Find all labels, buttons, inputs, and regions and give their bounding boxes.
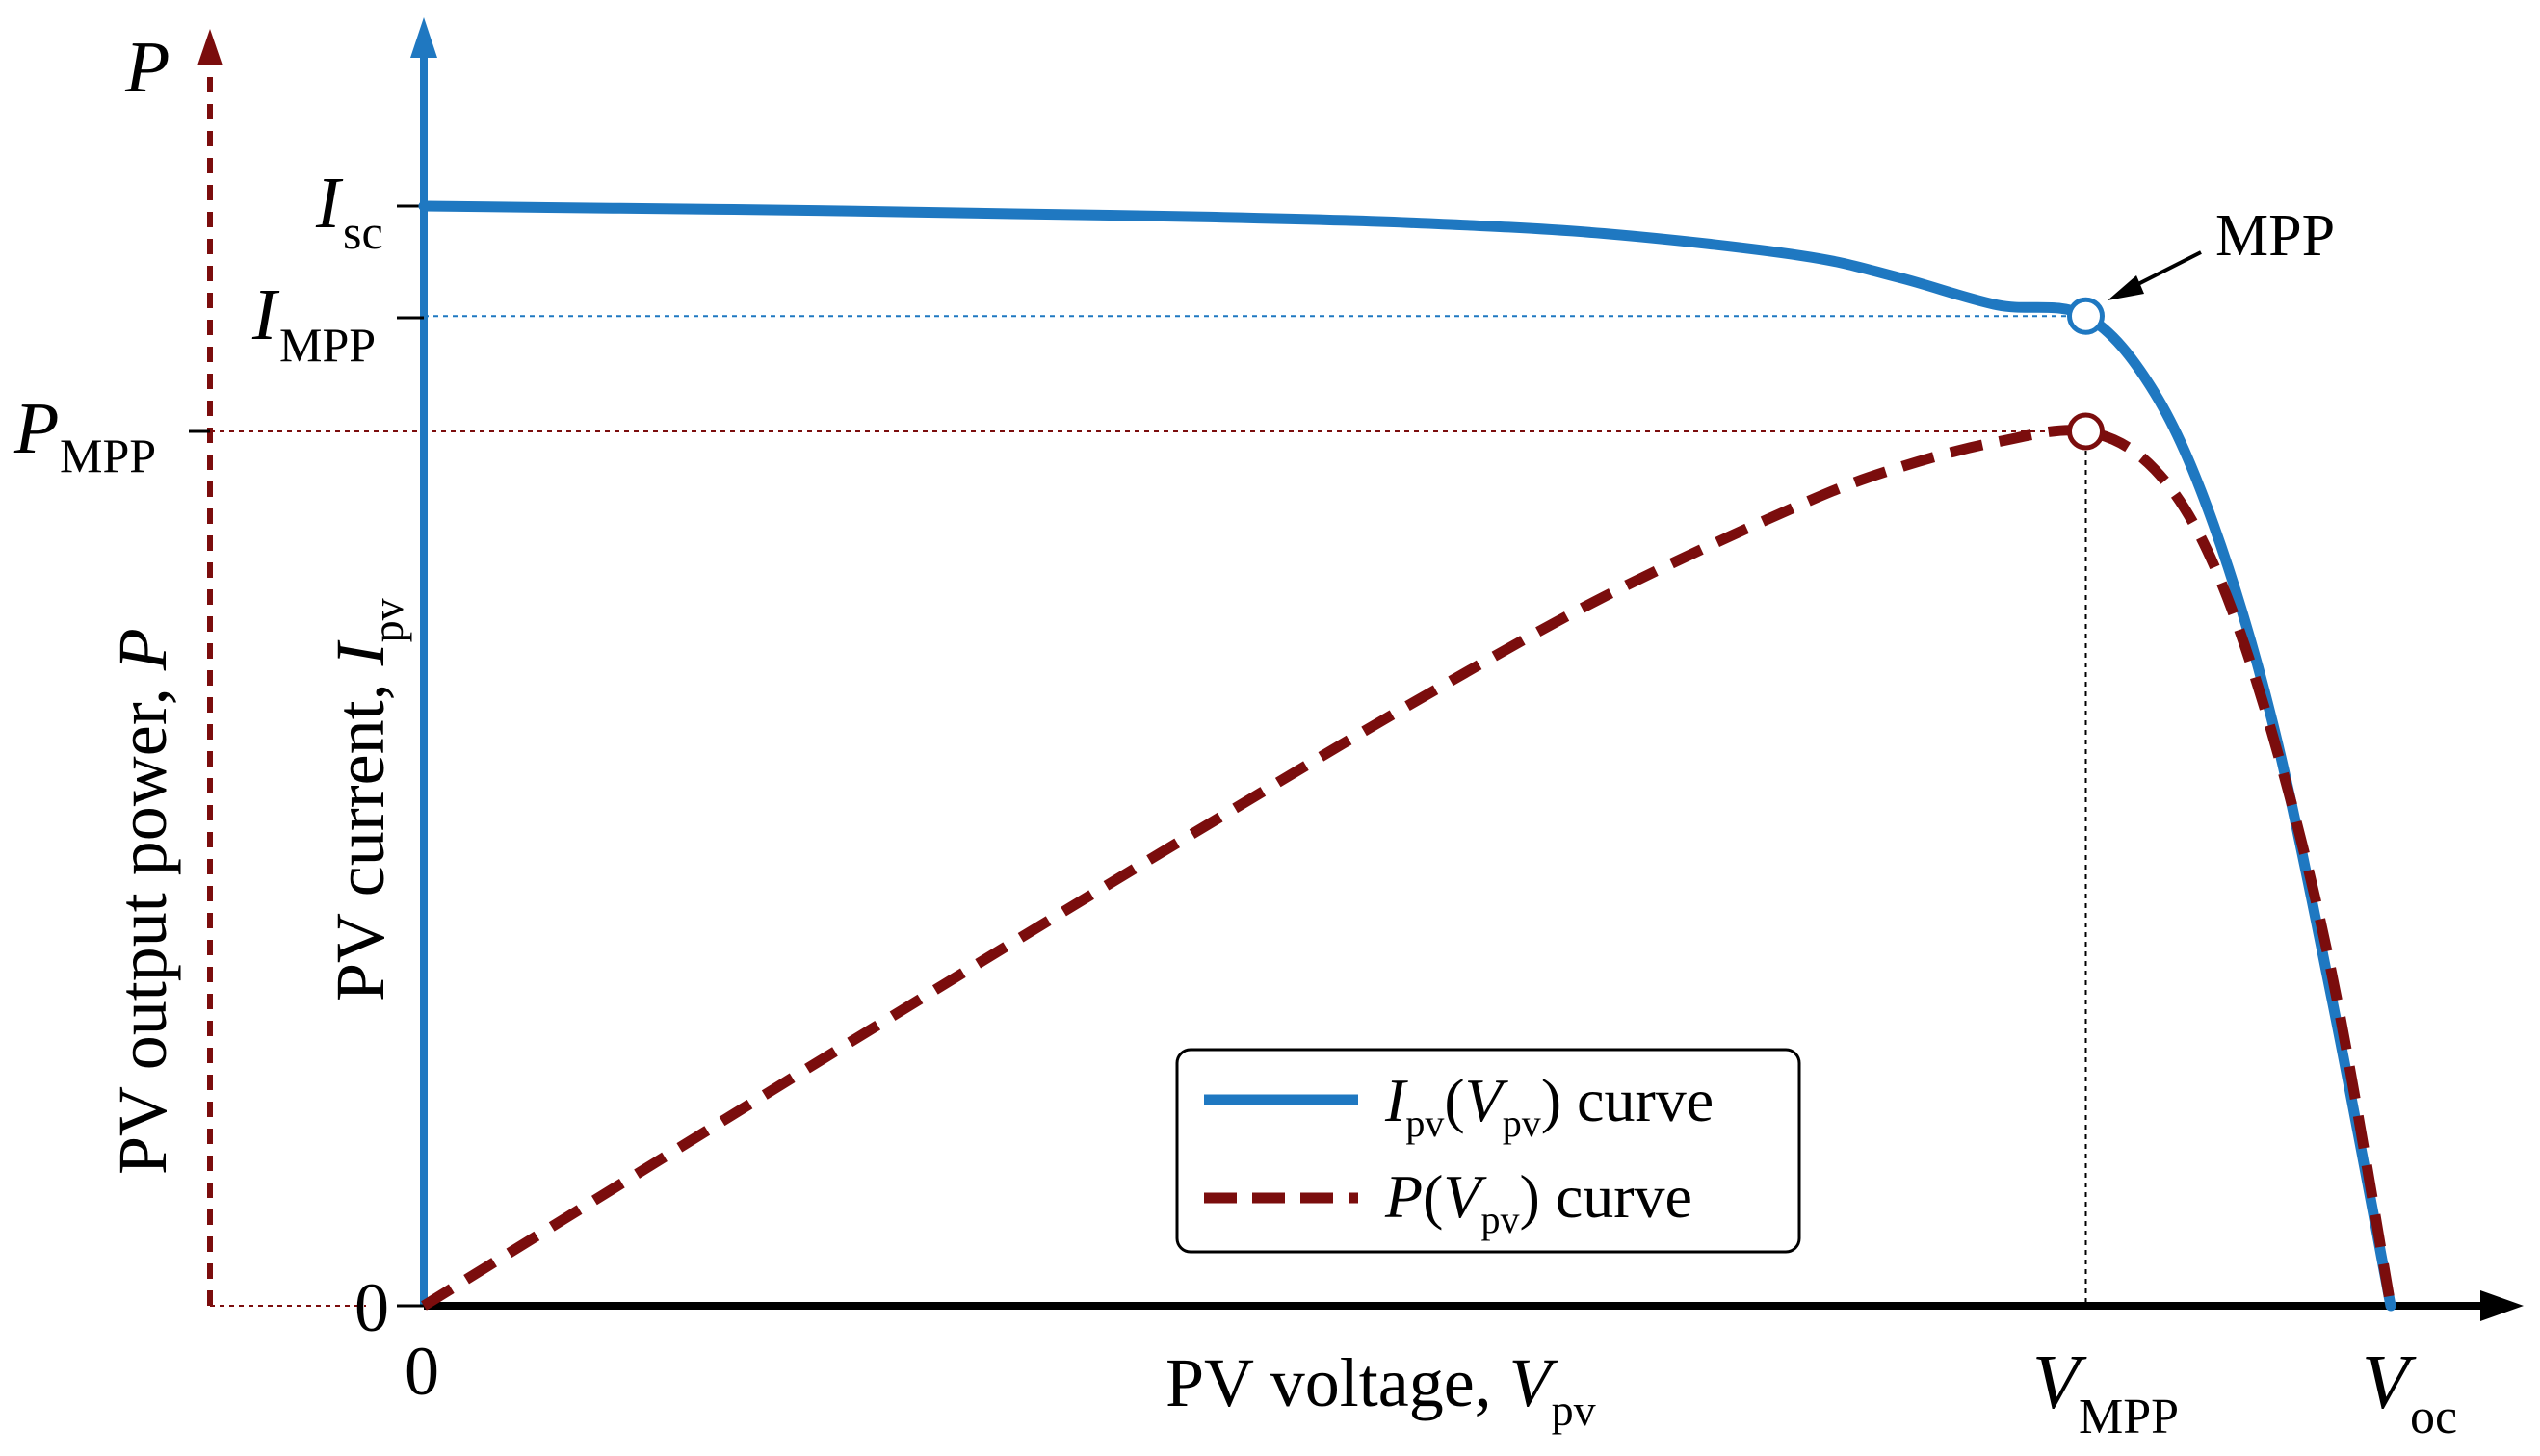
svg-text:V: V — [2032, 1340, 2087, 1425]
svg-text:PV voltage, Vpv: PV voltage, Vpv — [1165, 1344, 1596, 1435]
svg-text:MPP: MPP — [2079, 1390, 2179, 1444]
y-tick-impp: I MPP — [251, 274, 376, 372]
svg-text:I: I — [251, 274, 280, 355]
current-curve — [418, 200, 2396, 1312]
svg-text:sc: sc — [343, 205, 383, 259]
y-tick-zero: 0 — [354, 1269, 389, 1346]
power-axis-title: P — [124, 27, 170, 108]
svg-text:I: I — [315, 163, 344, 244]
mpp-current-marker — [2066, 297, 2105, 335]
current-axis-title: PV current, Ipv — [322, 598, 412, 1001]
legend: Ipv(Vpv) curve P(Vpv) curve — [1175, 1048, 1801, 1254]
x-axis-title: PV voltage, Vpv — [1165, 1344, 1596, 1435]
legend-label-power: P(Vpv) curve — [1384, 1162, 1692, 1241]
y-tick-pmpp: P MPP — [13, 388, 156, 482]
y-tick-isc: I sc — [315, 163, 383, 259]
current-axis-arrow-icon — [410, 17, 437, 58]
svg-text:oc: oc — [2410, 1390, 2457, 1444]
svg-text:V: V — [2362, 1340, 2417, 1425]
svg-text:MPP: MPP — [60, 429, 156, 482]
svg-text:P: P — [13, 388, 59, 469]
x-tick-voc: V oc — [2362, 1340, 2457, 1444]
legend-label-current: Ipv(Vpv) curve — [1384, 1066, 1714, 1145]
power-axis-label: PV output power, P — [104, 628, 181, 1175]
mpp-power-marker — [2066, 412, 2105, 451]
power-curve — [421, 425, 2396, 1311]
x-tick-vmpp: V MPP — [2032, 1340, 2179, 1444]
svg-text:PV output power, P: PV output power, P — [104, 628, 181, 1175]
svg-text:PV current, Ipv: PV current, Ipv — [322, 598, 412, 1001]
mpp-annotation-label: MPP — [2215, 203, 2335, 269]
svg-text:MPP: MPP — [279, 318, 376, 372]
power-axis-arrow-icon — [197, 29, 223, 65]
guide-lines — [210, 315, 2087, 1306]
mpp-annotation-arrowhead-icon — [2108, 275, 2144, 300]
voltage-axis-arrow-icon — [2480, 1290, 2524, 1321]
x-tick-zero: 0 — [405, 1333, 439, 1410]
